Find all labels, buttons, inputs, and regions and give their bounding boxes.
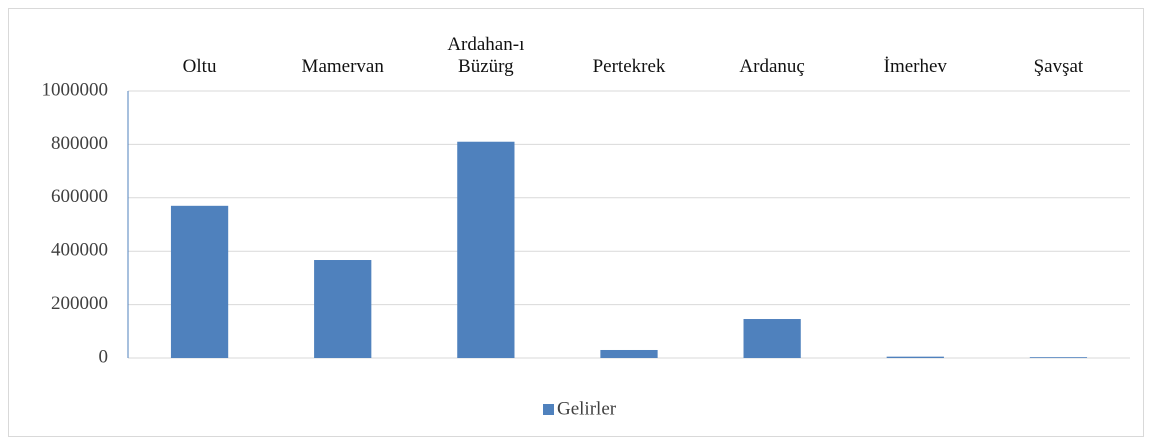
bar xyxy=(457,141,515,358)
bar xyxy=(1029,357,1088,358)
category-label: Ardahan-ı Büzürg xyxy=(447,34,525,77)
y-tick-label: 400000 xyxy=(51,240,108,261)
category-label: İmerhev xyxy=(883,56,947,77)
category-label: Mamervan xyxy=(301,56,384,77)
category-label: Oltu xyxy=(182,56,217,77)
legend-swatch xyxy=(543,404,554,415)
category-label: Şavşat xyxy=(1033,56,1084,77)
y-tick-label: 800000 xyxy=(51,133,108,154)
bar xyxy=(314,260,372,358)
chart-border xyxy=(8,8,1144,437)
category-label: Ardanuç xyxy=(739,56,805,77)
legend-label: Gelirler xyxy=(557,398,617,419)
bar xyxy=(600,349,658,358)
y-tick-label: 600000 xyxy=(51,186,108,207)
bar xyxy=(743,319,801,358)
bar xyxy=(170,205,229,358)
y-tick-label: 0 xyxy=(99,346,109,367)
y-tick-label: 200000 xyxy=(51,293,108,314)
category-label: Pertekrek xyxy=(592,56,666,77)
y-tick-label: 1000000 xyxy=(42,79,109,100)
bar xyxy=(886,356,944,358)
